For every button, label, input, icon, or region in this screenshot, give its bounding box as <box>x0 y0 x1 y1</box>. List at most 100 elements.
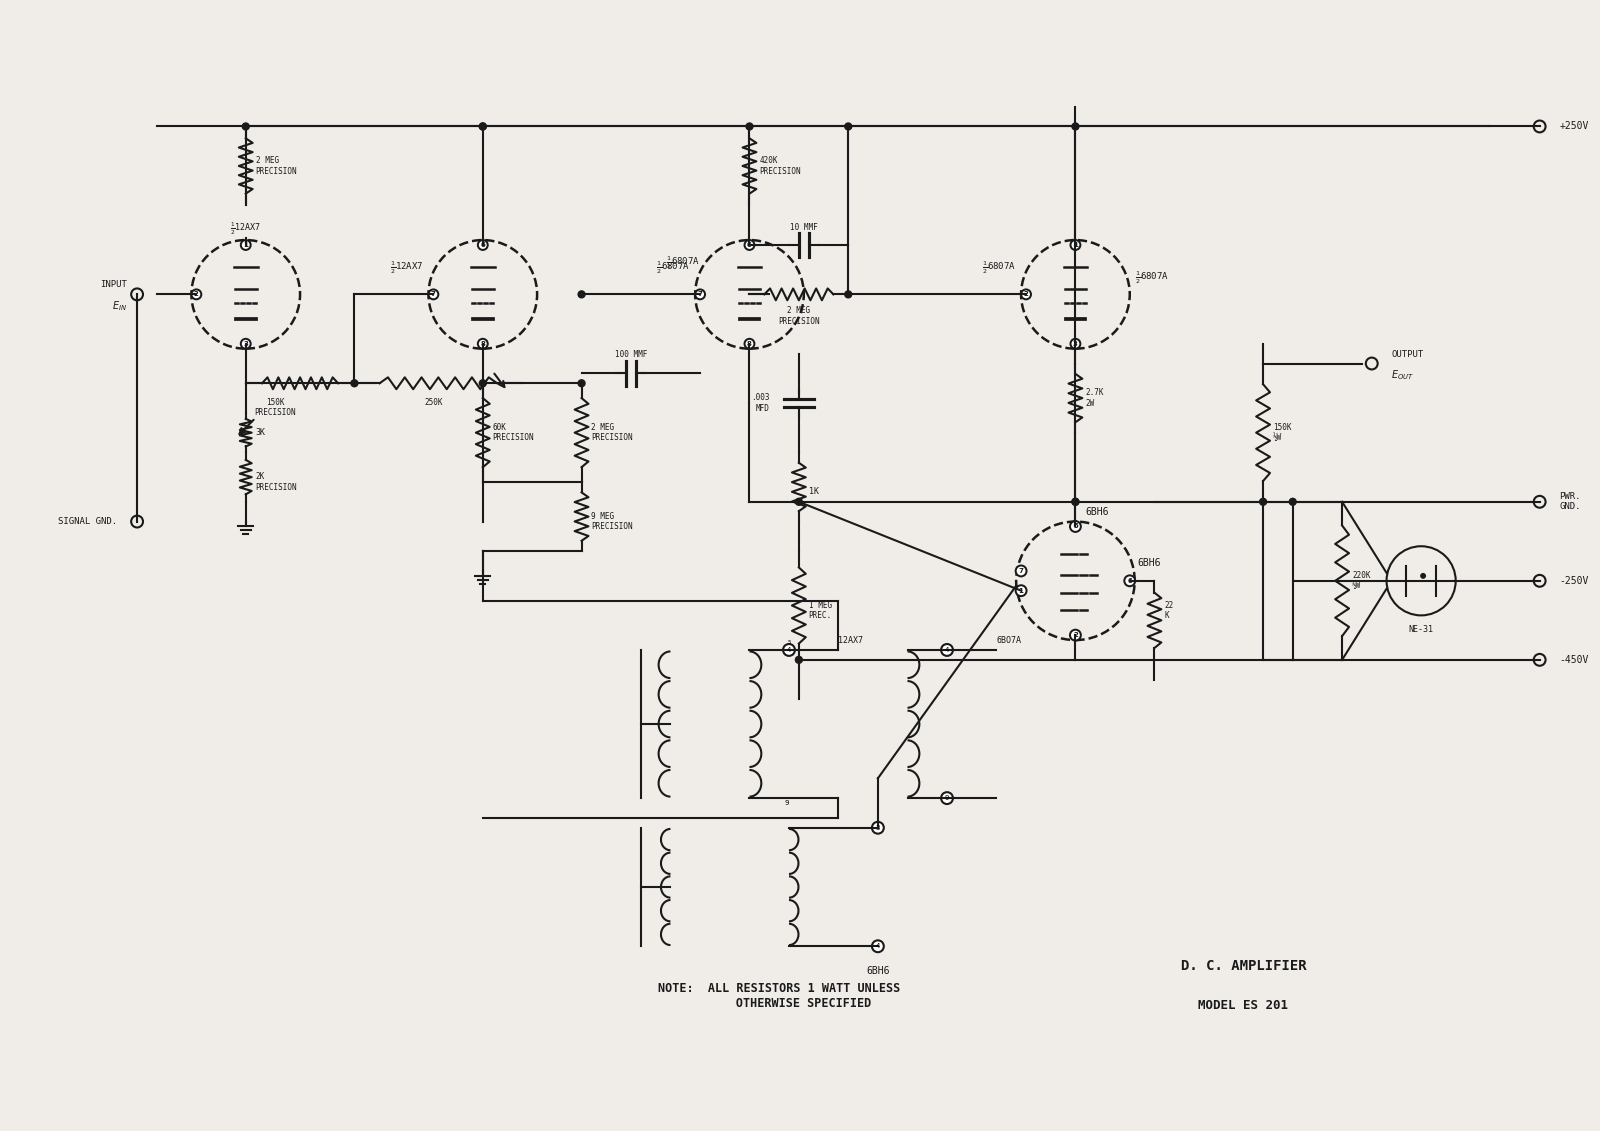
Circle shape <box>795 656 802 663</box>
Text: 9: 9 <box>784 800 789 806</box>
Text: INPUT: INPUT <box>101 280 128 290</box>
Circle shape <box>1534 121 1546 132</box>
Circle shape <box>480 123 486 130</box>
Circle shape <box>1016 585 1027 596</box>
Text: D. C. AMPLIFIER: D. C. AMPLIFIER <box>1181 959 1306 973</box>
Circle shape <box>1070 521 1082 532</box>
Text: 2K
PRECISION: 2K PRECISION <box>256 473 298 492</box>
Text: $\frac{1}{2}$12AX7: $\frac{1}{2}$12AX7 <box>230 221 261 238</box>
Text: NOTE:  ALL RESISTORS 1 WATT UNLESS
       OTHERWISE SPECIFIED: NOTE: ALL RESISTORS 1 WATT UNLESS OTHERW… <box>658 982 901 1010</box>
Text: 1: 1 <box>1019 588 1024 594</box>
Text: 2 MEG
PRECISION: 2 MEG PRECISION <box>256 156 298 175</box>
Circle shape <box>480 380 486 387</box>
Circle shape <box>480 123 486 130</box>
Text: 60K
PRECISION: 60K PRECISION <box>493 423 534 442</box>
Circle shape <box>1072 123 1078 130</box>
Circle shape <box>746 123 754 130</box>
Circle shape <box>1072 499 1078 506</box>
Text: 3: 3 <box>875 824 880 831</box>
Circle shape <box>131 516 142 527</box>
Circle shape <box>1070 339 1080 348</box>
Circle shape <box>1534 495 1546 508</box>
Circle shape <box>1366 357 1378 370</box>
Text: 6BO7A: 6BO7A <box>997 636 1021 645</box>
Circle shape <box>242 339 251 348</box>
Text: -450V: -450V <box>1560 655 1589 665</box>
Text: 2.7K
2W: 2.7K 2W <box>1085 388 1104 408</box>
Circle shape <box>1421 573 1426 579</box>
Text: $\frac{1}{2}$12AX7: $\frac{1}{2}$12AX7 <box>390 259 424 276</box>
Circle shape <box>782 644 795 656</box>
Text: 2: 2 <box>1024 292 1029 297</box>
Circle shape <box>1070 240 1080 250</box>
Circle shape <box>1016 566 1027 577</box>
Text: $\frac{1}{2}$6807A: $\frac{1}{2}$6807A <box>982 259 1016 276</box>
Circle shape <box>872 822 883 834</box>
Text: 5: 5 <box>1074 524 1078 529</box>
Text: 1 MEG
PREC.: 1 MEG PREC. <box>808 601 832 620</box>
Text: $E_{OUT}$: $E_{OUT}$ <box>1392 369 1414 382</box>
Circle shape <box>1534 654 1546 666</box>
Text: PWR.
GND.: PWR. GND. <box>1560 492 1581 511</box>
Circle shape <box>578 291 586 297</box>
Text: 1K: 1K <box>808 487 819 497</box>
Text: 3K: 3K <box>256 429 266 438</box>
Text: 7: 7 <box>430 292 435 297</box>
Text: 4: 4 <box>875 943 880 949</box>
Circle shape <box>1125 576 1134 586</box>
Circle shape <box>1072 499 1078 506</box>
Text: $\frac{1}{2}$6807A: $\frac{1}{2}$6807A <box>656 259 690 276</box>
Circle shape <box>429 290 438 300</box>
Circle shape <box>1534 575 1546 587</box>
Text: 3: 3 <box>1074 340 1078 347</box>
Text: 2: 2 <box>1074 632 1078 638</box>
Text: 1: 1 <box>243 242 248 248</box>
Text: 8: 8 <box>747 340 752 347</box>
Circle shape <box>941 644 954 656</box>
Circle shape <box>941 792 954 804</box>
Text: 6BH6: 6BH6 <box>1085 507 1109 517</box>
Text: $E_{IN}$: $E_{IN}$ <box>112 300 128 313</box>
Text: 250K: 250K <box>424 398 443 407</box>
Circle shape <box>845 291 851 297</box>
Text: $\frac{1}{2}$6807A: $\frac{1}{2}$6807A <box>1134 270 1168 286</box>
Text: -250V: -250V <box>1560 576 1589 586</box>
Text: 22
K: 22 K <box>1165 601 1173 620</box>
Circle shape <box>845 123 851 130</box>
Text: +250V: +250V <box>1560 121 1589 131</box>
Text: 6: 6 <box>480 242 485 248</box>
Text: 150K
PRECISION: 150K PRECISION <box>254 398 296 417</box>
Text: 2 MEG
PRECISION: 2 MEG PRECISION <box>592 423 634 442</box>
Text: 6: 6 <box>1128 578 1133 584</box>
Circle shape <box>478 339 488 348</box>
Text: 7: 7 <box>1019 568 1024 573</box>
Text: 6: 6 <box>747 242 752 248</box>
Text: OUTPUT: OUTPUT <box>1392 349 1424 359</box>
Circle shape <box>1070 630 1082 640</box>
Text: MODEL ES 201: MODEL ES 201 <box>1198 999 1288 1012</box>
Text: 100 MMF: 100 MMF <box>614 349 646 359</box>
Circle shape <box>872 940 883 952</box>
Text: 3: 3 <box>243 340 248 347</box>
Circle shape <box>795 499 802 506</box>
Circle shape <box>578 380 586 387</box>
Text: .003
MFD: .003 MFD <box>750 394 770 413</box>
Circle shape <box>242 240 251 250</box>
Text: 12AX7: 12AX7 <box>838 636 864 645</box>
Text: 420K
PRECISION: 420K PRECISION <box>760 156 802 175</box>
Text: 5: 5 <box>787 640 790 645</box>
Circle shape <box>1021 290 1030 300</box>
Text: 2 MEG
PRECISION: 2 MEG PRECISION <box>778 307 819 326</box>
Circle shape <box>131 288 142 301</box>
Text: 150K
½W: 150K ½W <box>1274 423 1291 442</box>
Text: 4: 4 <box>946 647 949 653</box>
Text: 1: 1 <box>1074 242 1078 248</box>
Text: 9: 9 <box>944 795 949 801</box>
Circle shape <box>242 123 250 130</box>
Text: 6BH6: 6BH6 <box>866 966 890 976</box>
Text: 9 MEG
PRECISION: 9 MEG PRECISION <box>592 512 634 532</box>
Text: 8: 8 <box>480 340 485 347</box>
Circle shape <box>744 240 755 250</box>
Text: 220K
½W: 220K ½W <box>1352 571 1371 590</box>
Circle shape <box>478 240 488 250</box>
